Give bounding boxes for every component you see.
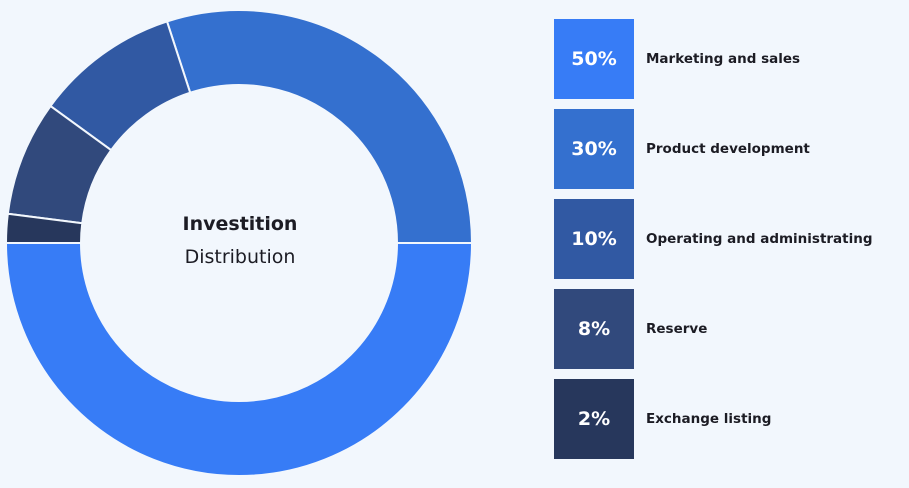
legend-value-badge: 8% <box>554 289 634 369</box>
legend-label: Reserve <box>646 321 708 337</box>
legend: 50% Marketing and sales 30% Product deve… <box>554 19 904 469</box>
legend-label: Exchange listing <box>646 411 772 427</box>
legend-item: 50% Marketing and sales <box>554 19 904 99</box>
legend-item: 8% Reserve <box>554 289 904 369</box>
donut-slice <box>4 242 474 477</box>
legend-item: 2% Exchange listing <box>554 379 904 459</box>
legend-value-badge: 2% <box>554 379 634 459</box>
legend-value-badge: 10% <box>554 199 634 279</box>
chart-title: Investition <box>182 213 298 235</box>
legend-label: Operating and administrating <box>646 231 873 247</box>
legend-item: 10% Operating and administrating <box>554 199 904 279</box>
chart-subtitle: Distribution <box>184 246 296 268</box>
donut-slice <box>4 212 84 244</box>
legend-item: 30% Product development <box>554 109 904 189</box>
legend-label: Product development <box>646 141 810 157</box>
legend-value-badge: 50% <box>554 19 634 99</box>
legend-value-badge: 30% <box>554 109 634 189</box>
legend-label: Marketing and sales <box>646 51 801 67</box>
donut-chart <box>4 9 474 477</box>
donut-slice <box>165 9 474 244</box>
